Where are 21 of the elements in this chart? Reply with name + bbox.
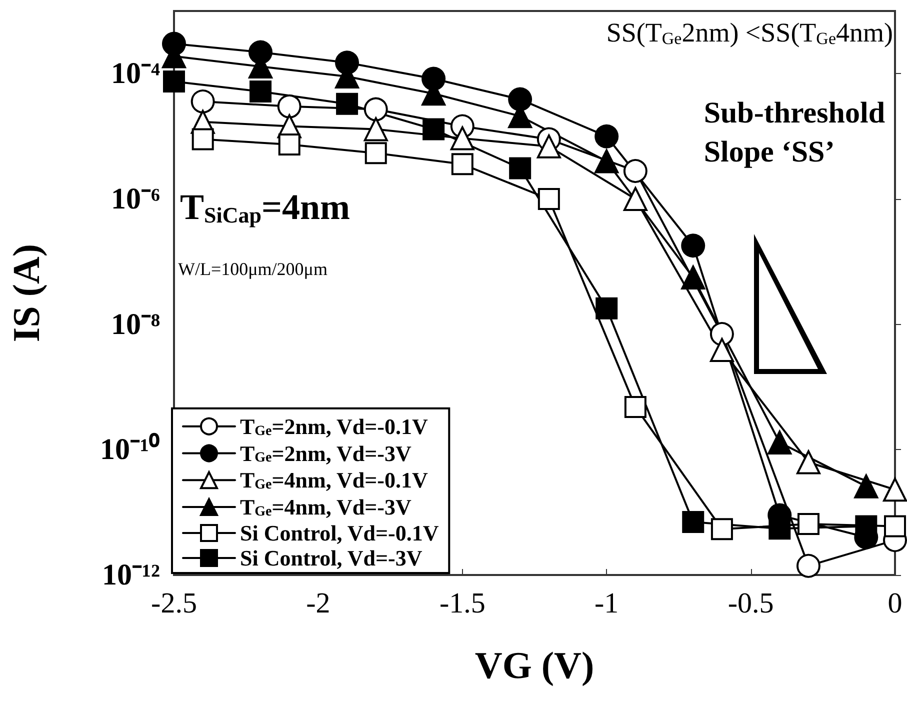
annotation: TSiCap=4nm [180,187,350,228]
annotation: W/L=100μm/200μm [178,259,328,279]
legend-label: Si Control, Vd=-3V [240,546,422,570]
annotation: SS(TGe2nm) <SS(TGe4nm) [606,18,894,48]
x-tick-label: -0.5 [728,588,774,620]
y-tick-label: 10⁻⁴ [111,57,160,90]
legend-label: TGe=4nm, Vd=-3V [240,494,412,520]
legend-label: Si Control, Vd=-0.1V [240,520,439,546]
x-tick-label: -2 [306,588,330,620]
x-tick-label: -1 [594,588,619,620]
x-axis-title: VG (V) [474,645,594,687]
y-axis-title: IS (A) [6,244,48,342]
legend-label: TGe=2nm, Vd=-0.1V [240,414,428,439]
x-tick-label: 0 [888,588,902,620]
y-tick-label: 10⁻⁶ [111,182,160,216]
y-tick-label: 10⁻⁸ [111,308,160,341]
legend-label: TGe=4nm, Vd=-0.1V [240,468,428,493]
annotation: Sub-threshold Slope ‘SS’ [704,96,886,168]
y-tick-label: 10⁻¹⁰ [100,432,160,466]
x-tick-label: -1.5 [439,588,486,620]
legend-label: TGe=2nm, Vd=-3V [240,440,412,466]
